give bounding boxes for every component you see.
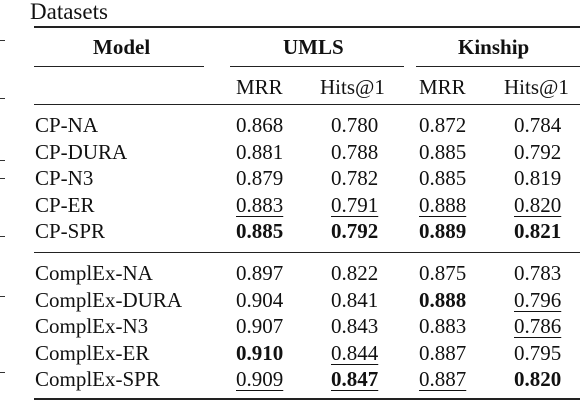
- model-name-cell: ComplEx-SPR: [35, 367, 160, 391]
- header-umls: UMLS: [283, 35, 344, 59]
- value-cell: 0.792: [514, 139, 562, 164]
- value-cell: 0.820: [514, 192, 562, 217]
- value-cell: 0.796: [514, 287, 562, 312]
- value-cell: 0.909: [236, 367, 284, 391]
- value-cell: 0.879: [236, 166, 284, 190]
- margin-tick: [0, 98, 5, 99]
- value-cell: 0.885: [419, 166, 467, 190]
- value-cell: 0.904: [236, 287, 284, 312]
- subheader-rule: [34, 104, 580, 105]
- value-cell: 0.784: [514, 113, 562, 137]
- value-cell: 0.780: [331, 113, 379, 137]
- header-kinship: Kinship: [458, 35, 530, 59]
- umls-header-rule: [230, 66, 404, 67]
- value-cell: 0.889: [419, 219, 467, 243]
- subheader-umls-mrr: MRR: [236, 75, 283, 99]
- subheader-umls-hits1: Hits@1: [320, 75, 385, 99]
- value-cell: 0.887: [419, 340, 467, 365]
- margin-tick: [0, 160, 5, 161]
- value-cell: 0.788: [331, 139, 379, 164]
- value-cell: 0.844: [331, 340, 379, 365]
- group-separator-rule: [34, 252, 580, 253]
- model-name-cell: ComplEx-DURA: [35, 287, 182, 312]
- value-cell: 0.872: [419, 113, 467, 137]
- value-cell: 0.783: [514, 261, 562, 285]
- value-cell: 0.881: [236, 139, 284, 164]
- value-cell: 0.885: [419, 139, 467, 164]
- value-cell: 0.885: [236, 219, 284, 243]
- table-caption: Datasets: [30, 0, 108, 24]
- value-cell: 0.792: [331, 219, 379, 243]
- value-cell: 0.821: [514, 219, 562, 243]
- value-cell: 0.888: [419, 287, 467, 312]
- value-cell: 0.786: [514, 314, 562, 338]
- margin-tick: [0, 178, 5, 179]
- value-cell: 0.888: [419, 192, 467, 217]
- model-name-cell: ComplEx-N3: [35, 314, 149, 338]
- margin-tick: [0, 372, 5, 373]
- model-name-cell: CP-SPR: [35, 219, 106, 243]
- margin-tick: [0, 296, 5, 297]
- subheader-kinship-mrr: MRR: [419, 75, 466, 99]
- value-cell: 0.883: [236, 192, 284, 217]
- subheader-kinship-hits1: Hits@1: [504, 75, 569, 99]
- margin-tick: [0, 236, 5, 237]
- value-cell: 0.897: [236, 261, 284, 285]
- model-name-cell: ComplEx-NA: [35, 261, 153, 285]
- table-bottom-rule: [34, 398, 580, 400]
- table-top-rule: [34, 26, 580, 28]
- value-cell: 0.883: [419, 314, 467, 338]
- model-name-cell: ComplEx-ER: [35, 340, 150, 365]
- value-cell: 0.847: [331, 367, 379, 391]
- model-name-cell: CP-DURA: [35, 139, 128, 164]
- model-name-cell: CP-NA: [35, 113, 99, 137]
- value-cell: 0.875: [419, 261, 467, 285]
- value-cell: 0.820: [514, 367, 562, 391]
- value-cell: 0.791: [331, 192, 379, 217]
- value-cell: 0.910: [236, 340, 284, 365]
- model-name-cell: CP-ER: [35, 192, 95, 217]
- model-header-rule: [34, 66, 204, 67]
- value-cell: 0.887: [419, 367, 467, 391]
- value-cell: 0.907: [236, 314, 284, 338]
- value-cell: 0.795: [514, 340, 562, 365]
- value-cell: 0.819: [514, 166, 562, 190]
- model-name-cell: CP-N3: [35, 166, 94, 190]
- value-cell: 0.782: [331, 166, 379, 190]
- kinship-header-rule: [416, 66, 580, 67]
- value-cell: 0.822: [331, 261, 379, 285]
- value-cell: 0.841: [331, 287, 379, 312]
- value-cell: 0.868: [236, 113, 284, 137]
- margin-tick: [0, 40, 5, 41]
- header-model: Model: [93, 35, 151, 59]
- value-cell: 0.843: [331, 314, 379, 338]
